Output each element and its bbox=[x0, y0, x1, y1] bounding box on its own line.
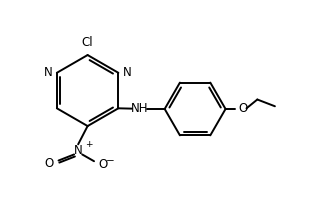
Text: +: + bbox=[85, 140, 92, 149]
Text: −: − bbox=[106, 156, 115, 166]
Text: N: N bbox=[74, 144, 83, 157]
Text: N: N bbox=[123, 66, 132, 79]
Text: O: O bbox=[44, 157, 53, 170]
Text: Cl: Cl bbox=[82, 36, 93, 49]
Text: NH: NH bbox=[131, 103, 148, 115]
Text: N: N bbox=[44, 66, 52, 79]
Text: O: O bbox=[98, 158, 108, 171]
Text: O: O bbox=[238, 102, 248, 115]
